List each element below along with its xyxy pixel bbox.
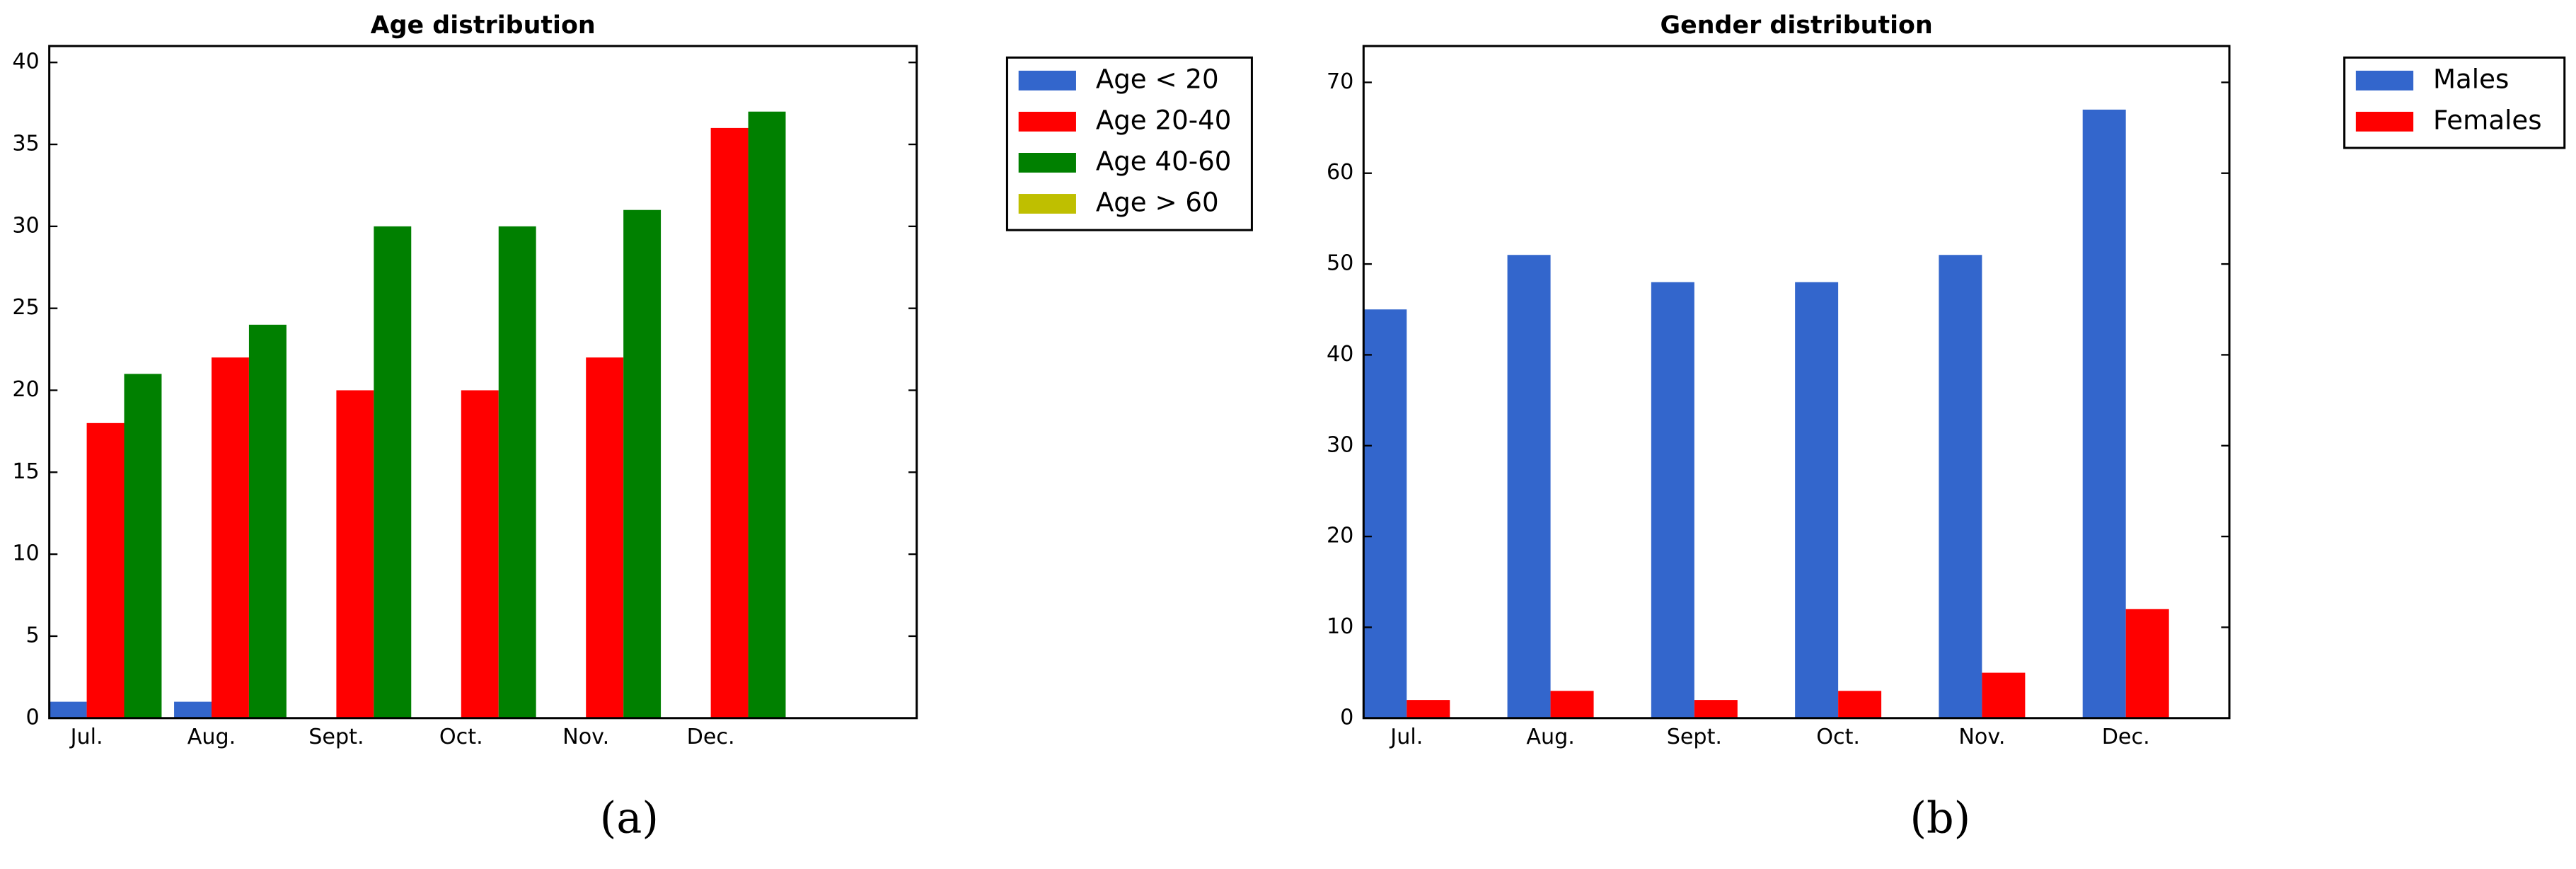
plot-frame	[48, 45, 918, 720]
bar	[1407, 700, 1450, 718]
bar	[336, 390, 374, 718]
y-tick-label: 50	[1327, 251, 1353, 276]
legend-swatch	[1018, 152, 1076, 173]
y-tick-label: 25	[12, 295, 39, 320]
bar	[1550, 691, 1594, 718]
bar	[248, 324, 287, 718]
y-tick-label: 20	[1327, 524, 1353, 548]
y-tick-label: 0	[1340, 705, 1353, 730]
bar	[211, 357, 249, 718]
y-tick-label: 70	[1327, 69, 1353, 94]
bar	[498, 226, 536, 718]
x-tick-label: Aug.	[187, 725, 236, 749]
subfigure-caption: (b)	[1910, 794, 1970, 844]
bar	[1795, 282, 1839, 718]
bar	[623, 209, 662, 718]
legend-label: Age > 60	[1096, 187, 1219, 217]
bar	[1939, 255, 1982, 718]
legend-swatch	[1018, 111, 1076, 132]
y-tick-label: 35	[12, 132, 39, 156]
legend-label: Females	[2433, 105, 2542, 135]
y-tick-label: 5	[26, 623, 40, 648]
x-tick-label: Nov.	[1958, 725, 2005, 749]
y-tick-label: 10	[12, 541, 39, 566]
bar	[174, 701, 212, 718]
bar	[1507, 255, 1551, 718]
y-tick-label: 30	[1327, 432, 1353, 457]
legend-label: Age 40-60	[1096, 146, 1232, 176]
x-tick-label: Dec.	[2102, 725, 2150, 749]
bar	[2125, 609, 2169, 718]
x-tick-label: Jul.	[69, 725, 103, 749]
x-tick-label: Oct.	[439, 725, 483, 749]
legend-label: Age < 20	[1096, 64, 1219, 94]
y-tick-label: 40	[12, 50, 39, 74]
x-tick-label: Jul.	[1389, 725, 1423, 749]
chart-title: Age distribution	[371, 11, 596, 40]
bar	[374, 226, 412, 718]
legend-label: Males	[2433, 64, 2509, 94]
y-tick-label: 0	[26, 705, 40, 730]
bar	[748, 111, 786, 718]
x-tick-label: Dec.	[687, 725, 735, 749]
x-tick-label: Sept.	[308, 725, 364, 749]
x-tick-label: Nov.	[562, 725, 609, 749]
bar	[1838, 691, 1882, 718]
x-tick-label: Sept.	[1667, 725, 1722, 749]
y-tick-label: 30	[12, 213, 39, 238]
legend-swatch	[2355, 70, 2414, 91]
plot-frame	[1362, 45, 2231, 720]
y-tick-label: 60	[1327, 160, 1353, 185]
bar	[1651, 282, 1694, 718]
bar	[1694, 700, 1738, 718]
y-tick-label: 40	[1327, 342, 1353, 367]
y-tick-label: 20	[12, 377, 39, 402]
y-tick-label: 10	[1327, 614, 1353, 639]
bar	[586, 357, 624, 718]
legend-swatch	[1018, 194, 1076, 214]
x-tick-label: Oct.	[1816, 725, 1860, 749]
bar	[124, 374, 162, 718]
legend-label: Age 20-40	[1096, 105, 1232, 135]
bar	[710, 127, 749, 718]
chart-title: Gender distribution	[1660, 11, 1933, 40]
y-tick-label: 15	[12, 459, 39, 484]
bar	[461, 390, 499, 718]
bar	[1363, 309, 1407, 718]
legend-swatch	[1018, 70, 1076, 91]
bar	[1982, 672, 2026, 718]
bar	[49, 701, 87, 718]
x-tick-label: Aug.	[1526, 725, 1575, 749]
bar	[2082, 109, 2126, 718]
legend-swatch	[2355, 111, 2414, 132]
subfigure-caption: (a)	[600, 794, 659, 844]
bar	[86, 422, 125, 718]
